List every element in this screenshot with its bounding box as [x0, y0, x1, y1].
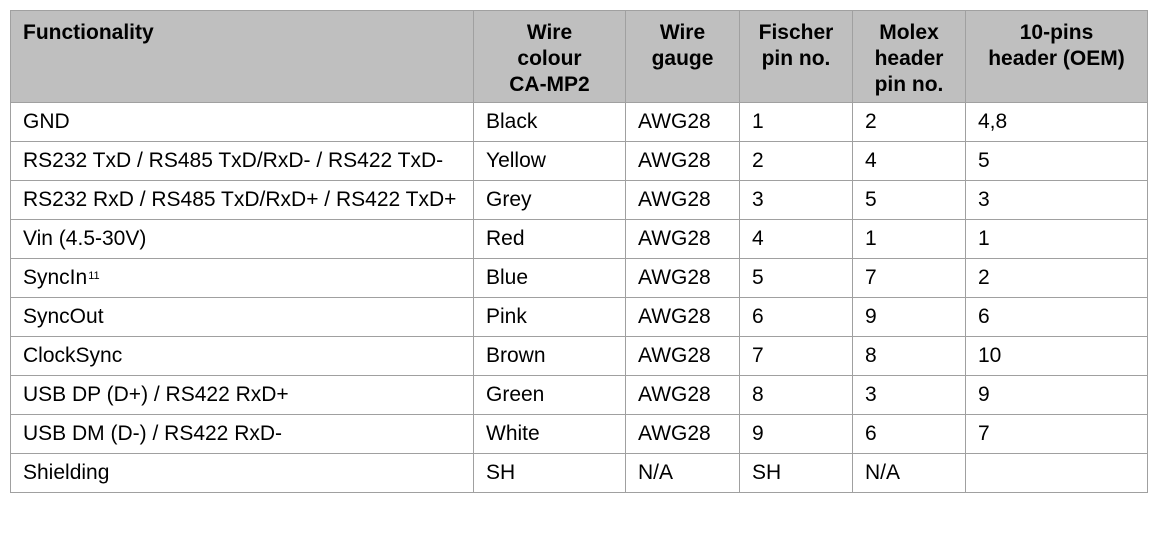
cell-fischer-pin: 8: [739, 375, 853, 415]
table-header: Functionality Wire colour CA-MP2 Wire ga…: [10, 10, 1148, 103]
cell-functionality: GND: [10, 102, 474, 142]
table-row: RS232 RxD / RS485 TxD/RxD+ / RS422 TxD+ …: [10, 180, 1148, 220]
header-molex-pin: Molex header pin no.: [852, 10, 966, 103]
cell-wire-gauge: AWG28: [625, 141, 740, 181]
header-line: gauge: [651, 47, 714, 70]
header-line: header: [874, 47, 944, 70]
pinout-table: Functionality Wire colour CA-MP2 Wire ga…: [10, 10, 1148, 493]
cell-wire-colour: White: [473, 414, 626, 454]
cell-molex-pin: 9: [852, 297, 966, 337]
cell-wire-colour: Green: [473, 375, 626, 415]
table-row: SyncIn11 Blue AWG28 5 7 2: [10, 258, 1148, 298]
cell-wire-colour: Brown: [473, 336, 626, 376]
table-row: USB DP (D+) / RS422 RxD+ Green AWG28 8 3…: [10, 375, 1148, 415]
cell-oem-pin: 7: [965, 414, 1148, 454]
cell-functionality: RS232 RxD / RS485 TxD/RxD+ / RS422 TxD+: [10, 180, 474, 220]
cell-wire-colour: Grey: [473, 180, 626, 220]
cell-oem-pin: 9: [965, 375, 1148, 415]
cell-fischer-pin: 2: [739, 141, 853, 181]
table-row: RS232 TxD / RS485 TxD/RxD- / RS422 TxD- …: [10, 141, 1148, 181]
table-row: ClockSync Brown AWG28 7 8 10: [10, 336, 1148, 376]
cell-wire-gauge: AWG28: [625, 336, 740, 376]
header-line: Molex: [879, 21, 939, 44]
cell-wire-colour: Yellow: [473, 141, 626, 181]
cell-oem-pin: 3: [965, 180, 1148, 220]
footnote-marker: 11: [88, 270, 100, 282]
cell-wire-gauge: AWG28: [625, 219, 740, 259]
cell-fischer-pin: SH: [739, 453, 853, 493]
cell-wire-colour: Red: [473, 219, 626, 259]
cell-oem-pin: 2: [965, 258, 1148, 298]
cell-molex-pin: 7: [852, 258, 966, 298]
cell-fischer-pin: 9: [739, 414, 853, 454]
cell-fischer-pin: 1: [739, 102, 853, 142]
header-line: Functionality: [23, 21, 154, 44]
cell-functionality: USB DM (D-) / RS422 RxD-: [10, 414, 474, 454]
cell-wire-gauge: AWG28: [625, 102, 740, 142]
cell-functionality: Shielding: [10, 453, 474, 493]
cell-fischer-pin: 4: [739, 219, 853, 259]
cell-functionality: SyncIn11: [10, 258, 474, 298]
cell-fischer-pin: 5: [739, 258, 853, 298]
header-wire-gauge: Wire gauge: [625, 10, 740, 103]
table-row: USB DM (D-) / RS422 RxD- White AWG28 9 6…: [10, 414, 1148, 454]
header-wire-colour: Wire colour CA-MP2: [473, 10, 626, 103]
header-line: pin no.: [761, 47, 831, 70]
table-row: GND Black AWG28 1 2 4,8: [10, 102, 1148, 142]
cell-oem-pin: [965, 453, 1148, 493]
cell-functionality: RS232 TxD / RS485 TxD/RxD- / RS422 TxD-: [10, 141, 474, 181]
header-line: Fischer: [758, 21, 834, 44]
header-row: Functionality Wire colour CA-MP2 Wire ga…: [10, 10, 1148, 103]
header-line: pin no.: [874, 73, 944, 96]
cell-molex-pin: 8: [852, 336, 966, 376]
cell-wire-colour: Blue: [473, 258, 626, 298]
header-functionality: Functionality: [10, 10, 474, 103]
table-body: GND Black AWG28 1 2 4,8 RS232 TxD / RS48…: [10, 102, 1148, 493]
cell-functionality: Vin (4.5-30V): [10, 219, 474, 259]
cell-wire-gauge: AWG28: [625, 414, 740, 454]
header-line: CA-MP2: [509, 73, 590, 96]
cell-wire-colour: Black: [473, 102, 626, 142]
cell-wire-gauge: AWG28: [625, 180, 740, 220]
cell-molex-pin: 5: [852, 180, 966, 220]
cell-wire-colour: Pink: [473, 297, 626, 337]
cell-molex-pin: 6: [852, 414, 966, 454]
cell-wire-gauge: AWG28: [625, 375, 740, 415]
header-line: Wire: [659, 21, 706, 44]
cell-fischer-pin: 6: [739, 297, 853, 337]
cell-functionality: USB DP (D+) / RS422 RxD+: [10, 375, 474, 415]
header-line: header (OEM): [988, 47, 1125, 70]
cell-molex-pin: 3: [852, 375, 966, 415]
cell-oem-pin: 1: [965, 219, 1148, 259]
cell-molex-pin: N/A: [852, 453, 966, 493]
cell-wire-gauge: AWG28: [625, 258, 740, 298]
cell-functionality: SyncOut: [10, 297, 474, 337]
cell-molex-pin: 4: [852, 141, 966, 181]
cell-wire-gauge: N/A: [625, 453, 740, 493]
cell-wire-colour: SH: [473, 453, 626, 493]
functionality-text: SyncIn: [23, 266, 88, 289]
cell-oem-pin: 6: [965, 297, 1148, 337]
table-row: Vin (4.5-30V) Red AWG28 4 1 1: [10, 219, 1148, 259]
header-line: colour: [517, 47, 582, 70]
cell-functionality: ClockSync: [10, 336, 474, 376]
cell-oem-pin: 10: [965, 336, 1148, 376]
header-line: Wire: [526, 21, 573, 44]
cell-wire-gauge: AWG28: [625, 297, 740, 337]
cell-oem-pin: 4,8: [965, 102, 1148, 142]
cell-molex-pin: 1: [852, 219, 966, 259]
header-line: 10-pins: [1019, 21, 1094, 44]
table-row: SyncOut Pink AWG28 6 9 6: [10, 297, 1148, 337]
table-row: Shielding SH N/A SH N/A: [10, 453, 1148, 493]
cell-molex-pin: 2: [852, 102, 966, 142]
header-fischer-pin: Fischer pin no.: [739, 10, 853, 103]
header-oem-pin: 10-pins header (OEM): [965, 10, 1148, 103]
cell-fischer-pin: 3: [739, 180, 853, 220]
cell-fischer-pin: 7: [739, 336, 853, 376]
cell-oem-pin: 5: [965, 141, 1148, 181]
